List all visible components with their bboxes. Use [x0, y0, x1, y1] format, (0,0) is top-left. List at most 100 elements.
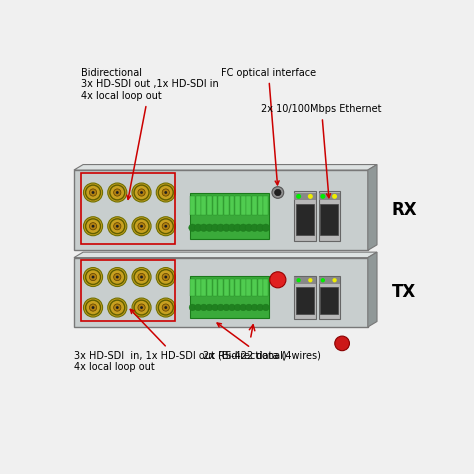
Circle shape [272, 187, 284, 198]
Circle shape [91, 225, 94, 228]
Circle shape [108, 183, 127, 202]
Bar [252, 279, 257, 296]
Circle shape [296, 194, 301, 199]
Circle shape [83, 183, 102, 202]
Circle shape [90, 304, 97, 311]
Circle shape [114, 304, 121, 311]
Text: Bidirectional
3x HD-SDI out ,1x HD-SDI in
4x local loop out: Bidirectional 3x HD-SDI out ,1x HD-SDI i… [82, 68, 219, 200]
Bar [218, 196, 223, 215]
Circle shape [211, 224, 219, 231]
Bar [294, 276, 316, 319]
Circle shape [108, 217, 127, 236]
Bar [296, 204, 314, 235]
Circle shape [164, 306, 167, 309]
Circle shape [114, 273, 121, 281]
Bar [264, 196, 268, 215]
Bar [224, 196, 229, 215]
Circle shape [162, 189, 169, 196]
Circle shape [132, 217, 151, 236]
Circle shape [138, 223, 145, 230]
Circle shape [257, 304, 264, 311]
Text: 2x 10/100Mbps Ethernet: 2x 10/100Mbps Ethernet [261, 104, 382, 198]
Circle shape [108, 298, 127, 317]
Bar [196, 196, 201, 215]
Circle shape [116, 275, 118, 278]
Bar [241, 279, 246, 296]
Circle shape [132, 298, 151, 317]
Bar [229, 196, 235, 215]
Circle shape [200, 224, 208, 231]
Circle shape [116, 225, 118, 228]
Circle shape [140, 275, 143, 278]
Circle shape [140, 225, 143, 228]
Bar [81, 260, 175, 321]
Bar [213, 196, 218, 215]
Circle shape [91, 275, 94, 278]
Circle shape [164, 275, 167, 278]
Bar [207, 196, 212, 215]
Circle shape [206, 304, 213, 311]
Circle shape [164, 225, 167, 228]
Circle shape [194, 224, 202, 231]
Bar [224, 279, 229, 296]
Circle shape [195, 304, 201, 311]
Circle shape [228, 224, 236, 231]
Polygon shape [74, 164, 377, 170]
Circle shape [246, 304, 252, 311]
Circle shape [83, 217, 102, 236]
Circle shape [132, 267, 151, 286]
Bar [294, 191, 316, 241]
Bar [74, 258, 368, 327]
Circle shape [223, 224, 230, 231]
Bar [218, 279, 223, 296]
Bar [201, 279, 206, 296]
Bar [246, 279, 251, 296]
Circle shape [320, 194, 325, 199]
Circle shape [83, 267, 102, 286]
Circle shape [138, 273, 145, 281]
Circle shape [332, 278, 337, 283]
Bar [213, 279, 218, 296]
Bar [252, 196, 257, 215]
Bar [207, 279, 212, 296]
Circle shape [234, 224, 241, 231]
Circle shape [156, 183, 175, 202]
Circle shape [91, 191, 94, 194]
Bar [320, 287, 338, 314]
Bar [319, 193, 340, 201]
Circle shape [140, 191, 143, 194]
Bar [320, 204, 338, 235]
Bar [258, 279, 263, 296]
Circle shape [114, 223, 121, 230]
Bar [319, 191, 340, 241]
Bar [319, 277, 340, 283]
Circle shape [91, 306, 94, 309]
Circle shape [240, 304, 246, 311]
Circle shape [234, 304, 241, 311]
Bar [74, 170, 368, 250]
Text: TX: TX [392, 283, 416, 301]
Circle shape [335, 336, 349, 351]
Circle shape [212, 304, 219, 311]
Bar [190, 276, 269, 318]
Circle shape [308, 278, 312, 283]
Bar [190, 279, 195, 296]
Circle shape [189, 224, 196, 231]
Bar [190, 196, 195, 215]
Bar [229, 279, 235, 296]
Circle shape [201, 304, 207, 311]
Circle shape [108, 267, 127, 286]
Circle shape [223, 304, 230, 311]
Circle shape [251, 224, 258, 231]
Polygon shape [368, 164, 377, 250]
Circle shape [162, 223, 169, 230]
Bar [246, 196, 251, 215]
Circle shape [332, 194, 337, 199]
Bar [294, 277, 316, 283]
Polygon shape [74, 252, 377, 258]
Circle shape [162, 304, 169, 311]
Bar [294, 193, 316, 201]
Circle shape [218, 304, 224, 311]
Circle shape [164, 191, 167, 194]
Bar [196, 279, 201, 296]
